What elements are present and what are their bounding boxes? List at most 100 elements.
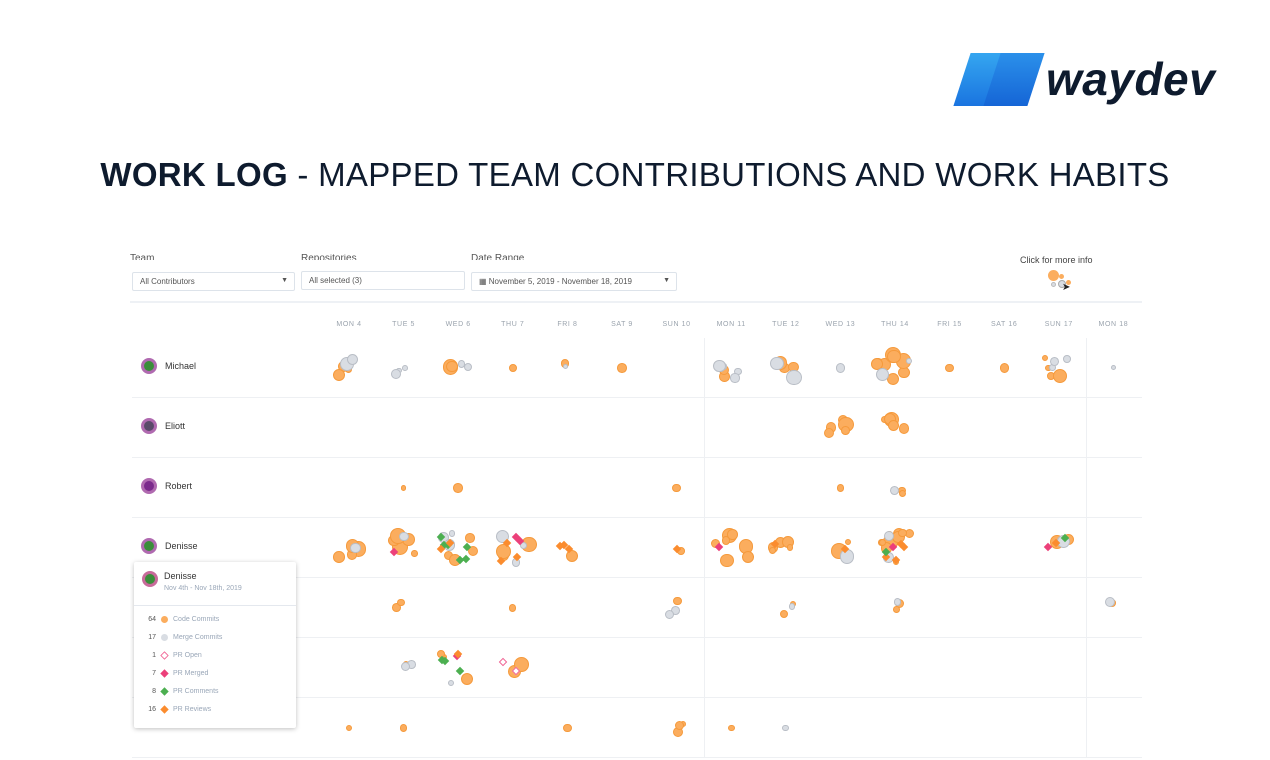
code-commit-dot[interactable] — [345, 724, 353, 732]
code-commit-dot[interactable] — [508, 364, 517, 372]
merge-commit-dot[interactable] — [883, 530, 894, 541]
merge-commit-dot[interactable] — [562, 363, 568, 369]
merge-commit-dot[interactable] — [835, 363, 846, 373]
day-header: FRI 8 — [557, 321, 578, 328]
date-range-select[interactable]: ▦ November 5, 2019 - November 18, 2019 ▼ — [471, 272, 677, 291]
code-commit-dot[interactable] — [769, 547, 777, 555]
day-header: THU 14 — [881, 321, 909, 328]
code-commit-dot[interactable] — [453, 483, 463, 493]
code-commit-dot[interactable] — [617, 363, 627, 373]
pr-comments-marker[interactable] — [462, 554, 471, 563]
more-info-link[interactable]: Click for more info — [1020, 255, 1093, 265]
code-commit-dot[interactable] — [741, 551, 754, 564]
code-commit-dot[interactable] — [721, 536, 730, 545]
code-commit-dot[interactable] — [898, 528, 907, 538]
code-commit-dot[interactable] — [397, 598, 405, 607]
code-commit-dot[interactable] — [333, 369, 346, 382]
merge-commit-dot[interactable] — [890, 486, 900, 496]
merge-commit-dot[interactable] — [401, 364, 408, 371]
legend-label: PR Comments — [173, 687, 219, 695]
legend-item: 1 PR Open — [134, 646, 296, 664]
code-commit-dot[interactable] — [720, 553, 734, 568]
merge-commit-dot[interactable] — [730, 373, 740, 383]
day-header: MON 18 — [1098, 321, 1129, 328]
code-commit-dot[interactable] — [844, 539, 851, 546]
code-commit-dot[interactable] — [672, 483, 681, 493]
contributor[interactable]: Michael — [141, 358, 196, 374]
merge-commit-dot[interactable] — [347, 354, 359, 366]
code-commit-dot[interactable] — [892, 605, 900, 613]
code-commit-dot[interactable] — [333, 551, 345, 563]
code-commit-dot[interactable] — [1052, 368, 1068, 384]
repositories-select[interactable]: All selected (3) — [301, 271, 465, 290]
merge-commit-dot[interactable] — [447, 679, 455, 686]
merge-commit-dot[interactable] — [665, 610, 674, 620]
code-commit-dot[interactable] — [905, 528, 915, 538]
legend-item: 17 Merge Commits — [134, 628, 296, 646]
code-commit-dot[interactable] — [465, 533, 475, 543]
code-commit-dot[interactable] — [836, 484, 845, 492]
merge-commit-dot[interactable] — [770, 356, 785, 371]
code-commit-dot[interactable] — [495, 544, 511, 560]
code-commit-dot[interactable] — [999, 363, 1009, 373]
code-commit-dot[interactable] — [727, 529, 738, 540]
code-commit-dot[interactable] — [887, 373, 900, 386]
code-commit-dot[interactable] — [786, 544, 794, 552]
code-commit-dot[interactable] — [467, 546, 478, 556]
merge-commit-dot[interactable] — [463, 362, 473, 372]
merge-commit-dot[interactable] — [782, 724, 790, 732]
code-commit-dot[interactable] — [672, 596, 682, 606]
merge-commit-dot[interactable] — [448, 530, 456, 537]
merge-commit-dot[interactable] — [1063, 355, 1072, 363]
code-commit-dot[interactable] — [945, 363, 954, 373]
code-commit-dot[interactable] — [841, 426, 850, 436]
merge-commit-dot[interactable] — [1110, 365, 1116, 371]
merge-commit-dot[interactable] — [399, 531, 409, 542]
merge-commit-dot[interactable] — [401, 661, 411, 672]
code-commit-dot[interactable] — [392, 603, 401, 612]
code-commit-dot[interactable] — [899, 490, 907, 498]
code-commit-dot[interactable] — [460, 672, 474, 686]
merge-commit-dot[interactable] — [1104, 597, 1115, 608]
code-commit-dot[interactable] — [400, 485, 407, 491]
merge-commit-dot[interactable] — [906, 357, 913, 364]
code-commit-dot[interactable] — [1042, 354, 1049, 361]
merge-commit-dot[interactable] — [713, 359, 726, 373]
code-commit-dot[interactable] — [411, 550, 418, 557]
merge-commit-dot[interactable] — [876, 367, 890, 381]
code-commit-dot[interactable] — [675, 720, 685, 730]
week-divider — [1086, 338, 1087, 758]
code-commit-dot[interactable] — [899, 423, 910, 434]
code-commit-dot[interactable] — [727, 724, 735, 732]
pr-reviews-legend-icon — [160, 704, 169, 714]
code-commit-dot[interactable] — [563, 723, 572, 733]
code-commit-dot[interactable] — [509, 604, 517, 612]
merge-commit-dot[interactable] — [788, 603, 796, 611]
merge-commit-dot[interactable] — [520, 541, 528, 549]
pr-reviews-marker[interactable] — [503, 538, 512, 547]
more-info-bubbles-icon[interactable]: ➤ — [1047, 270, 1077, 294]
code-commit-dot[interactable] — [887, 419, 900, 432]
code-commit-dot[interactable] — [779, 609, 789, 619]
code-commit-dot[interactable] — [878, 539, 886, 547]
code-commit-dot[interactable] — [446, 360, 458, 373]
merge-commit-dot[interactable] — [391, 369, 401, 380]
merge-commit-dot[interactable] — [1050, 356, 1060, 366]
contributor-row: Robert — [132, 458, 1142, 518]
merge-commit-dot[interactable] — [893, 598, 901, 606]
contributor[interactable]: Robert — [141, 478, 192, 494]
pr-open-marker[interactable] — [498, 657, 508, 666]
code-commit-dot[interactable] — [823, 427, 835, 439]
week-divider — [704, 338, 705, 758]
code-commit-dot[interactable] — [399, 724, 408, 732]
merge-commit-dot[interactable] — [350, 542, 361, 554]
repositories-label: Repositories — [301, 254, 357, 260]
pr-merged-marker[interactable] — [714, 543, 724, 552]
code-legend-icon — [161, 615, 168, 623]
popup-dates: Nov 4th - Nov 18th, 2019 — [164, 585, 242, 592]
team-select[interactable]: All Contributors ▼ — [132, 272, 295, 291]
merge-commit-dot[interactable] — [786, 369, 802, 385]
contributor[interactable]: Denisse — [141, 538, 198, 554]
contributor[interactable]: Eliott — [141, 418, 185, 434]
code-commit-dot[interactable] — [886, 349, 901, 364]
